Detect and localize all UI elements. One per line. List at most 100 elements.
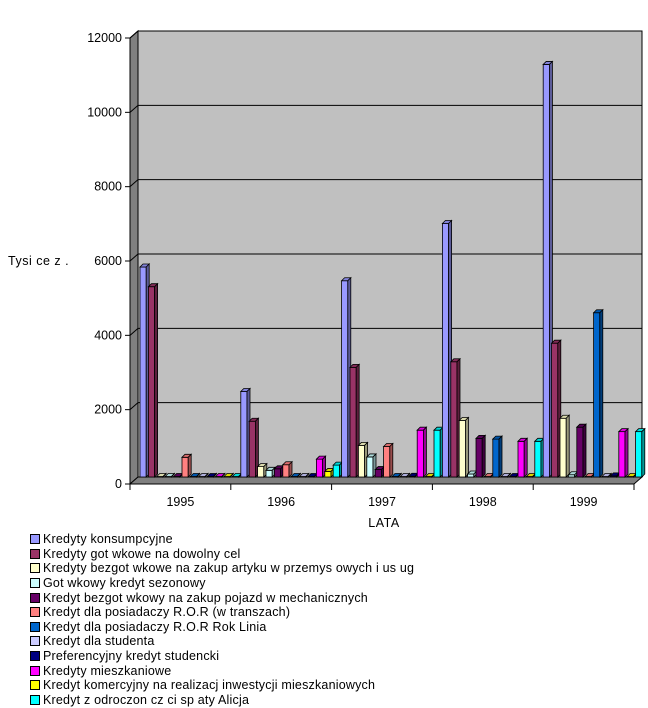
bar-front xyxy=(181,456,189,478)
legend-swatch xyxy=(30,621,40,632)
bar-front xyxy=(517,440,525,478)
bar-front xyxy=(315,458,323,478)
bar-front xyxy=(282,464,290,478)
bar xyxy=(449,357,461,478)
legend-label: Kredyty mieszkaniowe xyxy=(43,663,172,678)
legend-item: Kredyt bezgot wkowy na zakup pojazd w me… xyxy=(30,590,630,605)
bar-side xyxy=(582,423,587,478)
bar xyxy=(181,453,193,478)
y-tick-label: 12000 xyxy=(87,31,122,45)
x-tick-label: 1996 xyxy=(267,495,295,509)
bar xyxy=(281,460,293,478)
bar-side xyxy=(406,472,411,478)
bar-front xyxy=(147,286,155,478)
bar-side xyxy=(565,414,570,478)
bar-side xyxy=(162,472,167,478)
legend-swatch xyxy=(30,607,40,618)
legend-label: Kredyt dla posiadaczy R.O.R (w transzach… xyxy=(43,605,291,620)
y-tick-labels: 0 2000 4000 6000 8000 10000 12000 xyxy=(87,31,122,491)
y-tick-label: 10000 xyxy=(87,105,122,119)
bar-front xyxy=(341,280,349,478)
bar-side xyxy=(498,435,503,478)
legend-item: Kredyt dla posiadaczy R.O.R Rok Linia xyxy=(30,620,630,635)
bar xyxy=(592,308,604,478)
bar xyxy=(290,472,302,478)
legend-label: Kredyty bezgot wkowe na zakup artyku w p… xyxy=(43,561,415,576)
bar-front xyxy=(551,342,559,478)
bar-front xyxy=(441,223,449,478)
legend-item: Kredyt dla posiadaczy R.O.R (w transzach… xyxy=(30,605,630,620)
x-tick-label: 1998 xyxy=(469,495,497,509)
bar-front xyxy=(349,366,357,478)
legend-swatch xyxy=(30,651,40,662)
legend-swatch xyxy=(30,680,40,691)
legend-item: Kredyt z odroczon cz ci sp aty Alicja xyxy=(30,693,630,708)
gridlines xyxy=(129,30,642,411)
legend-label: Kredyt dla studenta xyxy=(43,634,155,649)
bar xyxy=(634,427,646,478)
bar xyxy=(365,452,377,478)
legend-label: Kredyty konsumpcyjne xyxy=(43,532,173,547)
bar-front xyxy=(257,466,265,478)
legend-swatch xyxy=(30,578,40,589)
gridline-side xyxy=(129,30,139,39)
bar xyxy=(147,282,159,478)
bar-side xyxy=(221,472,226,478)
bar xyxy=(197,472,209,478)
bar xyxy=(374,465,386,478)
bar xyxy=(265,466,277,478)
y-tick-label: 8000 xyxy=(94,180,122,194)
bar xyxy=(349,363,361,478)
bar-front xyxy=(240,391,248,478)
bar-side xyxy=(212,472,217,478)
bar xyxy=(458,416,470,478)
x-tick-labels: 1995 1996 1997 1998 1999 xyxy=(166,495,597,509)
bar xyxy=(575,423,587,478)
bar-side xyxy=(196,472,201,478)
legend-label: Kredyty got wkowe na dowolny cel xyxy=(43,546,241,561)
bar-front xyxy=(458,420,466,478)
bar-front xyxy=(248,420,256,478)
legend-item: Kredyty got wkowe na dowolny cel xyxy=(30,547,630,562)
y-axis-label: Tysi ce z . xyxy=(8,254,69,268)
legend-swatch xyxy=(30,534,40,545)
bar xyxy=(382,442,394,478)
bar-side xyxy=(624,427,629,478)
bar-side xyxy=(170,472,175,478)
bar-side xyxy=(154,282,159,478)
y-tick-label: 0 xyxy=(115,477,122,491)
bar-side xyxy=(464,416,469,478)
legend-swatch xyxy=(30,563,40,574)
bar xyxy=(248,417,260,478)
bar xyxy=(323,467,335,478)
legend-item: Kredyt komercyjny na realizacj inwestycj… xyxy=(30,678,630,693)
bar-side xyxy=(481,434,486,478)
bar-front xyxy=(324,471,332,478)
plot-floor xyxy=(128,476,644,485)
bar-side xyxy=(229,472,234,478)
bar-side xyxy=(305,472,310,478)
bar xyxy=(617,427,629,478)
bar xyxy=(340,276,352,478)
bar-side xyxy=(296,472,301,478)
legend-label: Got wkowy kredyt sezonowy xyxy=(43,576,206,591)
legend-swatch xyxy=(30,694,40,705)
bar-front xyxy=(467,473,475,478)
axes xyxy=(125,37,635,490)
bar-front xyxy=(559,417,567,478)
bar xyxy=(441,219,453,478)
bar xyxy=(500,472,512,478)
legend-swatch xyxy=(30,592,40,603)
bar-front xyxy=(366,456,374,478)
bar xyxy=(332,461,344,478)
legend-label: Kredyt bezgot wkowy na zakup pojazd w me… xyxy=(43,590,368,605)
bar-side xyxy=(506,472,511,478)
bar xyxy=(239,387,251,478)
bar-side xyxy=(204,472,209,478)
legend-item: Preferencyjny kredyt studencki xyxy=(30,649,630,664)
legend-swatch xyxy=(30,665,40,676)
bar-side xyxy=(397,472,402,478)
legend-item: Kredyty konsumpcyjne xyxy=(30,532,630,547)
legend-swatch xyxy=(30,636,40,647)
bar xyxy=(542,60,554,478)
